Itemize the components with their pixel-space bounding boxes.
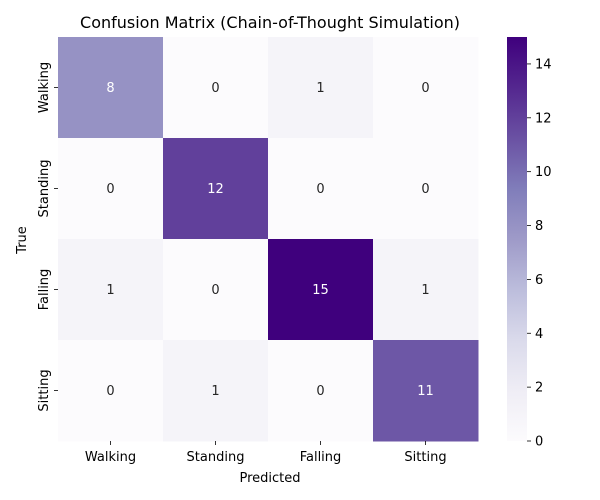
heatmap-cell	[373, 340, 479, 442]
heatmap-cell	[58, 37, 164, 139]
heatmap-cell	[163, 239, 269, 341]
cell-value-label: 0	[316, 384, 324, 399]
y-tick-label: Sitting	[37, 369, 52, 411]
cell-value-label: 0	[211, 283, 219, 298]
cell-value-label: 1	[211, 384, 219, 399]
colorbar-tick-label: 8	[535, 219, 543, 234]
colorbar-tick-label: 10	[535, 165, 552, 180]
heatmap-cells: 8 0 1 0 0 12 0 0 1 0 15 1 0 1 0 11	[58, 37, 479, 442]
colorbar-tick-label: 0	[535, 435, 543, 450]
chart-title: Confusion Matrix (Chain-of-Thought Simul…	[80, 13, 460, 32]
colorbar-tick-label: 14	[535, 57, 552, 72]
colorbar-gradient	[507, 37, 527, 441]
cell-value-label: 1	[421, 283, 429, 298]
heatmap-cell	[163, 37, 269, 139]
colorbar-ticks: 0 2 4 6 8 10 12 14	[527, 57, 552, 450]
x-tick-label: Sitting	[404, 450, 446, 465]
cell-value-label: 1	[106, 283, 114, 298]
colorbar: 0 2 4 6 8 10 12 14	[507, 37, 552, 450]
heatmap-cell	[268, 37, 374, 139]
y-tick-label: Walking	[37, 62, 52, 113]
cell-value-label: 11	[417, 384, 434, 399]
cell-value-label: 0	[211, 81, 219, 96]
cell-value-label: 0	[106, 182, 114, 197]
colorbar-tick-label: 6	[535, 273, 543, 288]
cell-value-label: 8	[106, 81, 114, 96]
y-tick-label: Falling	[37, 269, 52, 311]
y-tick-label: Standing	[37, 160, 52, 218]
cell-value-label: 12	[207, 182, 224, 197]
heatmap-cell	[58, 138, 164, 240]
y-axis-label: True	[15, 226, 30, 255]
heatmap-cell	[373, 37, 479, 139]
heatmap-cell	[373, 239, 479, 341]
colorbar-tick-label: 12	[535, 111, 552, 126]
heatmap-cell	[373, 138, 479, 240]
heatmap-cell	[268, 239, 374, 341]
heatmap-cell	[268, 138, 374, 240]
x-axis-ticks: Walking Standing Falling Sitting	[85, 441, 447, 465]
heatmap-cell	[163, 138, 269, 240]
y-axis-ticks: Walking Standing Falling Sitting	[37, 62, 58, 412]
heatmap-cell	[268, 340, 374, 442]
x-tick-label: Falling	[300, 450, 342, 465]
heatmap-cell	[58, 239, 164, 341]
x-tick-label: Walking	[85, 450, 136, 465]
heatmap-cell	[163, 340, 269, 442]
x-axis-label: Predicted	[239, 471, 300, 486]
cell-value-label: 0	[106, 384, 114, 399]
colorbar-tick-label: 2	[535, 381, 543, 396]
cell-value-label: 0	[421, 81, 429, 96]
cell-value-label: 0	[421, 182, 429, 197]
cell-value-label: 15	[312, 283, 329, 298]
cell-value-label: 0	[316, 182, 324, 197]
x-tick-label: Standing	[187, 450, 245, 465]
colorbar-tick-label: 4	[535, 327, 543, 342]
cell-value-label: 1	[316, 81, 324, 96]
heatmap-cell	[58, 340, 164, 442]
